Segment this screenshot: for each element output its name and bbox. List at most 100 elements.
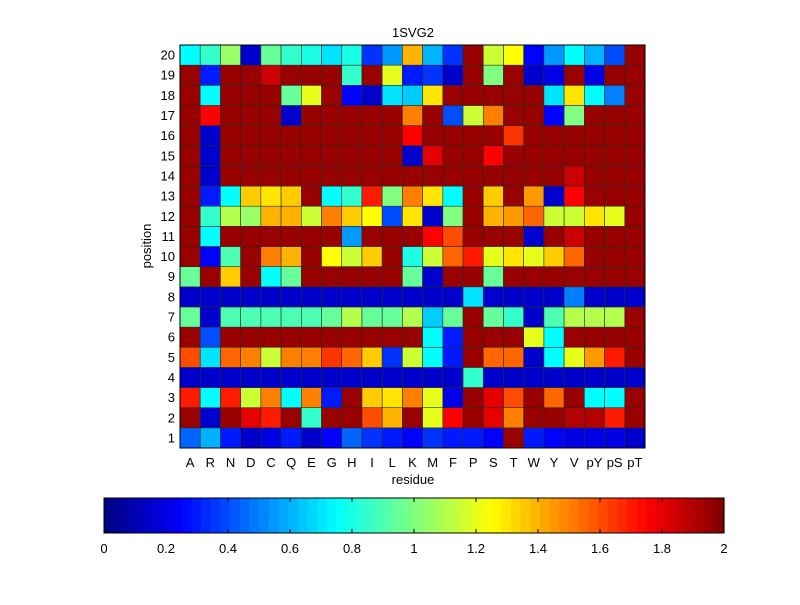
heatmap-cell [280,85,302,106]
heatmap-cell [563,286,585,308]
heatmap-cell [604,306,626,328]
heatmap-cell [220,367,241,388]
heatmap-cell [604,246,626,267]
heatmap-cell [280,326,302,348]
colorbar-swatch [636,498,648,533]
heatmap-cell [402,145,423,167]
heatmap-cell [584,85,605,106]
heatmap-cell [260,306,282,328]
heatmap-cell [341,266,363,288]
heatmap-cell [462,286,484,308]
colorbar-swatch [375,498,386,533]
heatmap-cell [240,246,262,267]
heatmap-cell [462,346,484,368]
heatmap-cell [179,44,201,66]
colorbar-swatch [627,498,638,533]
colorbar-swatch [578,498,589,533]
heatmap-cell [604,387,626,408]
heatmap-cell [503,44,525,66]
heatmap-cell [482,44,504,66]
heatmap-cell [482,306,504,328]
heatmap-cell [179,205,201,227]
colorbar-tick-label: 1.8 [653,541,671,556]
heatmap-cell [402,44,423,66]
heatmap-cell [462,326,484,348]
heatmap-cell [462,306,484,328]
heatmap-cell [462,246,484,267]
heatmap-cell [604,125,626,147]
heatmap-cell [260,407,282,429]
heatmap-cell [503,185,525,207]
heatmap-cell [402,205,423,227]
heatmap-cell [442,105,464,126]
heatmap-cell [503,306,525,328]
heatmap-cell [240,125,262,147]
heatmap-cell [543,145,565,167]
heatmap-cell [482,427,504,449]
colorbar-swatch [452,498,464,533]
colorbar-tick-label: 0.4 [219,541,237,556]
heatmap-cell [543,105,565,126]
heatmap-cell [240,165,262,187]
colorbar-swatch [384,498,396,533]
heatmap-cell [584,226,605,247]
heatmap-cell [321,226,343,247]
heatmap-cell [523,286,545,308]
x-tick-label: K [408,455,417,470]
heatmap-cell [240,367,262,388]
heatmap-cell [300,427,322,449]
heatmap-cell [402,226,423,247]
heatmap-cell [300,185,322,207]
heatmap-cell [381,105,403,126]
colorbar-swatch [481,498,493,533]
heatmap-cell [240,427,262,449]
heatmap-cell [300,145,322,167]
heatmap-cell [462,205,484,227]
heatmap-cell [402,387,423,408]
heatmap-cell [361,165,383,187]
colorbar-swatch [491,498,502,533]
colorbar-swatch [443,498,454,533]
heatmap-cell [300,306,322,328]
heatmap-cell [482,266,504,288]
heatmap-cell [503,246,525,267]
heatmap-cell [381,427,403,449]
heatmap-cell [199,205,221,227]
heatmap-cell [563,407,585,429]
colorbar-swatch [355,498,367,533]
heatmap-cell [563,44,585,66]
heatmap-cell [422,185,444,207]
heatmap-cell [280,165,302,187]
heatmap-cell [199,286,221,308]
heatmap-cell [482,105,504,126]
colorbar-swatch [133,498,144,533]
heatmap-cell [220,346,241,368]
heatmap-cell [240,145,262,167]
heatmap-cell [462,387,484,408]
colorbar-swatch [181,498,192,533]
heatmap-cell [341,44,363,66]
x-tick-label: F [449,455,457,470]
heatmap-cell [422,105,444,126]
heatmap-cell [584,427,605,449]
colorbar-swatch [433,498,444,533]
heatmap-cell [604,367,626,388]
y-tick-label: 1 [168,430,175,445]
heatmap-cell [321,105,343,126]
heatmap-cell [523,387,545,408]
heatmap-cell [563,85,585,106]
heatmap-cell [503,286,525,308]
x-tick-label: Q [286,455,296,470]
colorbar-swatch [617,498,628,533]
heatmap-cell [220,145,241,167]
heatmap-cell [604,226,626,247]
heatmap-cell [482,145,504,167]
heatmap-cell [381,185,403,207]
heatmap-cell [543,44,565,66]
heatmap-cell [543,407,565,429]
heatmap-cell [280,246,302,267]
heatmap-cell [240,205,262,227]
heatmap-cell [280,387,302,408]
heatmap-cell [179,306,201,328]
colorbar-swatch [152,498,163,533]
